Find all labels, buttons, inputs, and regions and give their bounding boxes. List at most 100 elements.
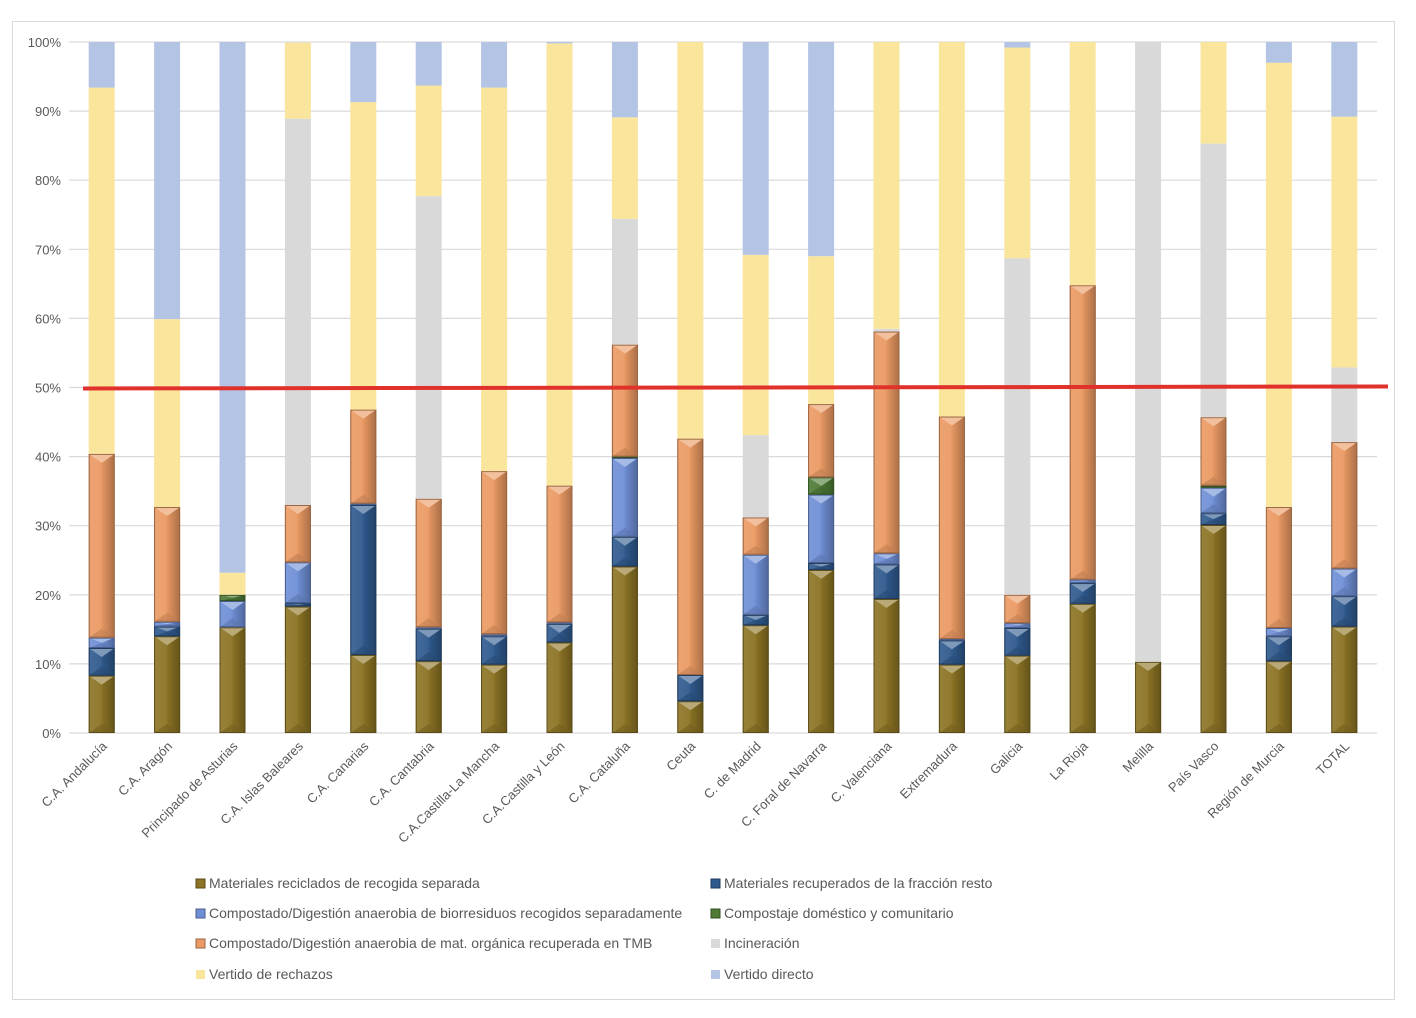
bar-segment-bevel <box>742 554 769 615</box>
bar-segment-edge <box>1200 513 1227 526</box>
bar-segment-bevel-bottom <box>88 642 115 649</box>
bar-segment-edge <box>1069 285 1096 580</box>
bar-segment <box>219 42 246 573</box>
bar-segment-bevel <box>546 623 573 643</box>
y-tick-label: 20% <box>35 588 61 603</box>
bar-segment-bevel-top <box>1135 661 1162 671</box>
bar-segment-bevel <box>742 625 769 733</box>
bar-segment <box>1331 626 1358 733</box>
bar-segment-bevel-top <box>1069 285 1096 295</box>
x-category-label: C. de Madrid <box>701 739 764 802</box>
bar-segment-bevel-bottom <box>1004 724 1031 733</box>
bar-segment-bevel <box>1265 507 1292 628</box>
bar-segment <box>415 661 442 733</box>
bar-segment <box>415 196 442 499</box>
bar-segment-fill <box>546 42 573 44</box>
bar-segment-edge <box>154 507 181 622</box>
bar-segment-fill <box>415 196 442 499</box>
bar-segment-fill <box>1004 42 1031 48</box>
bar-segment-edge <box>938 664 965 733</box>
bar-segment <box>350 102 377 410</box>
bar-segment-edge <box>1200 487 1227 514</box>
bar-segment-bevel <box>88 675 115 733</box>
bar-segment-bevel-top <box>742 614 769 621</box>
bar-segment <box>742 554 769 615</box>
y-tick-label: 80% <box>35 173 61 188</box>
bar-segment <box>88 675 115 733</box>
bar-segment-bevel-bottom <box>677 724 704 733</box>
bar-segment-bevel-bottom <box>1200 504 1227 514</box>
bar-segment-fill <box>808 256 835 405</box>
bar-segment <box>611 536 638 567</box>
bar-segment-bevel-top <box>546 623 573 633</box>
bar-segment-edge <box>808 563 835 570</box>
bar-stack <box>873 42 900 733</box>
bar-segment <box>219 572 246 595</box>
bar-segment-edge <box>219 594 246 602</box>
bar-segment-bevel <box>350 504 377 655</box>
bar-segment <box>88 453 115 638</box>
bar-segment-bevel-bottom <box>1331 559 1358 569</box>
bar-segment-edge <box>1265 636 1292 662</box>
bar-segment-bevel <box>546 642 573 733</box>
bar-segment-bevel <box>1135 661 1162 733</box>
bar-segment <box>808 494 835 564</box>
bar-segment <box>808 256 835 405</box>
bar-segment-bevel-top <box>154 626 181 632</box>
bar-segment <box>154 319 181 508</box>
bar-segment <box>1200 513 1227 526</box>
bar-segment <box>546 622 573 624</box>
bar-segment <box>611 344 638 457</box>
bar-segment <box>88 637 115 649</box>
bar-segment <box>1069 579 1096 584</box>
bar-segment <box>1004 655 1031 733</box>
bar-segment <box>481 664 508 733</box>
bar-segment <box>88 648 115 676</box>
bar-segment-edge <box>154 621 181 627</box>
bar-segment-fill <box>284 42 311 119</box>
bar-segment <box>88 42 115 88</box>
bar-segment-fill <box>88 42 115 88</box>
bar-segment-bevel-bottom <box>415 618 442 628</box>
bar-segment-edge <box>415 661 442 733</box>
bar-segment-bevel <box>284 606 311 733</box>
bar-segment-fill <box>1265 42 1292 63</box>
bar-segment <box>1135 42 1162 662</box>
bar-segment-bevel-top <box>1331 568 1358 578</box>
bar-segment-bevel-top <box>154 507 181 517</box>
bar-segment-bevel-top <box>938 640 965 650</box>
bar-segment <box>1265 636 1292 662</box>
bar-segment <box>481 87 508 472</box>
bar-segment-bevel-top <box>88 648 115 658</box>
reference-line-layer <box>82 384 1389 391</box>
bar-segment-bevel-top <box>1265 627 1292 633</box>
bar-segment-bevel-bottom <box>1265 618 1292 628</box>
bar-segment-bevel-bottom <box>611 724 638 733</box>
bar-segment-bevel-bottom <box>611 527 638 537</box>
x-category-label: Extremadura <box>897 738 961 802</box>
legend-label: Materiales recuperados de la fracción re… <box>724 875 993 891</box>
bar-segment <box>1200 42 1227 144</box>
x-category-label: C. Valenciana <box>827 738 895 806</box>
bar-segment-bevel-bottom <box>546 613 573 623</box>
bar-segment-bevel-bottom <box>938 724 965 733</box>
bar-segment-bevel <box>938 664 965 733</box>
bar-segment-edge <box>154 626 181 637</box>
bar-stack <box>350 42 377 733</box>
bar-segment-bevel-bottom <box>219 724 246 733</box>
bar-segment-bevel-bottom <box>154 631 181 637</box>
bar-segment <box>938 639 965 641</box>
bar-segment <box>1004 627 1031 656</box>
bar-segment-bevel <box>611 344 638 457</box>
bar-segment-bevel <box>873 331 900 554</box>
bar-segment <box>1265 627 1292 637</box>
bar-stack <box>88 42 115 733</box>
bar-segment <box>677 701 704 733</box>
bar-segment-edge <box>742 625 769 733</box>
bar-segment <box>1004 258 1031 595</box>
bar-segment <box>415 85 442 197</box>
bar-segment-bevel-bottom <box>88 666 115 676</box>
bar-segment-fill <box>154 42 181 320</box>
x-category-label: País Vasco <box>1165 739 1221 795</box>
bar-segment <box>415 498 442 628</box>
